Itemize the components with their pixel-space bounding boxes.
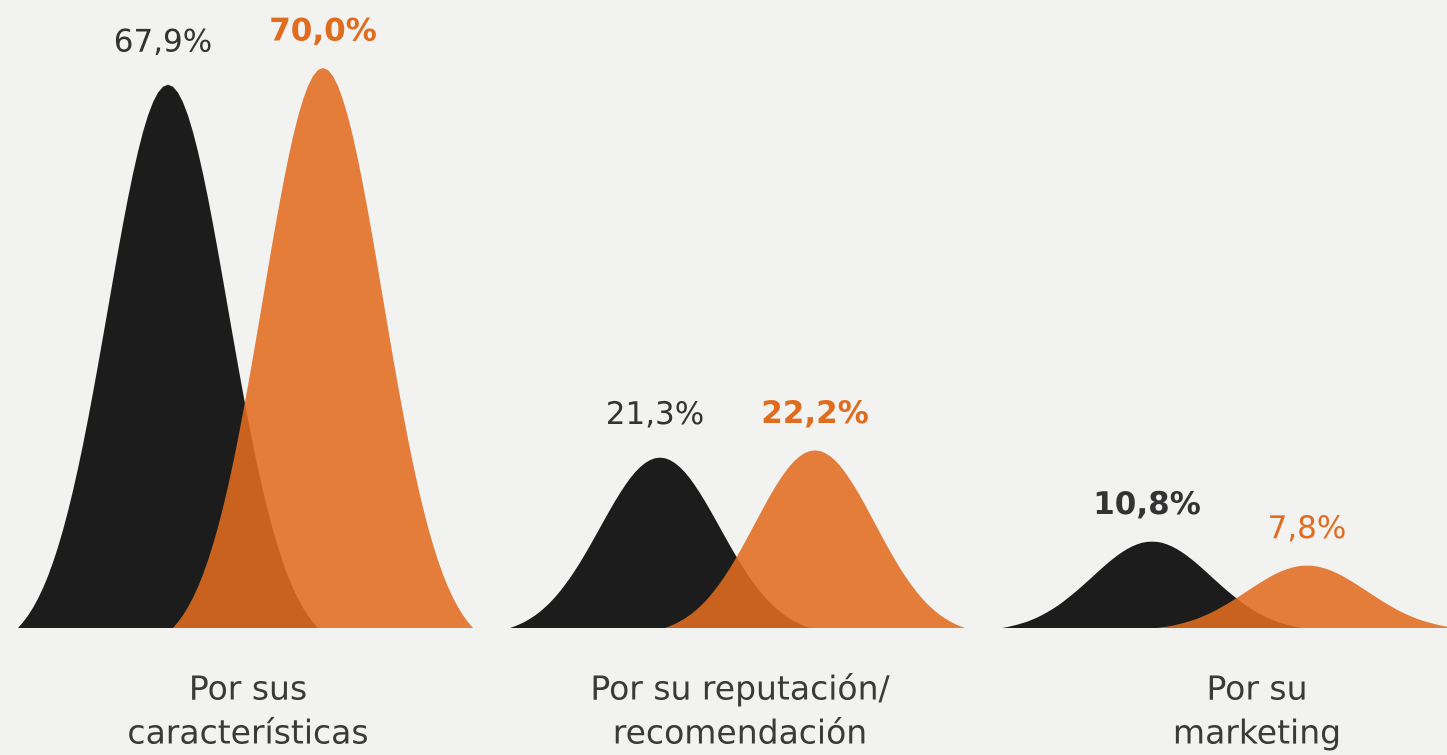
- category-label: Por su reputación/: [590, 669, 890, 708]
- value-label: 21,3%: [606, 396, 704, 432]
- peak: [1157, 565, 1447, 628]
- value-label: 22,2%: [761, 395, 869, 431]
- category-label: marketing: [1173, 713, 1341, 752]
- category-label: características: [127, 713, 368, 752]
- value-label: 7,8%: [1268, 510, 1347, 546]
- category-label: Por sus: [189, 669, 307, 708]
- category-label: recomendación: [613, 713, 867, 752]
- value-label: 10,8%: [1093, 486, 1201, 522]
- peak: [173, 68, 473, 628]
- category-label: Por su: [1206, 669, 1307, 708]
- value-label: 67,9%: [114, 23, 212, 59]
- peak: [665, 450, 965, 628]
- value-label: 70,0%: [269, 13, 377, 49]
